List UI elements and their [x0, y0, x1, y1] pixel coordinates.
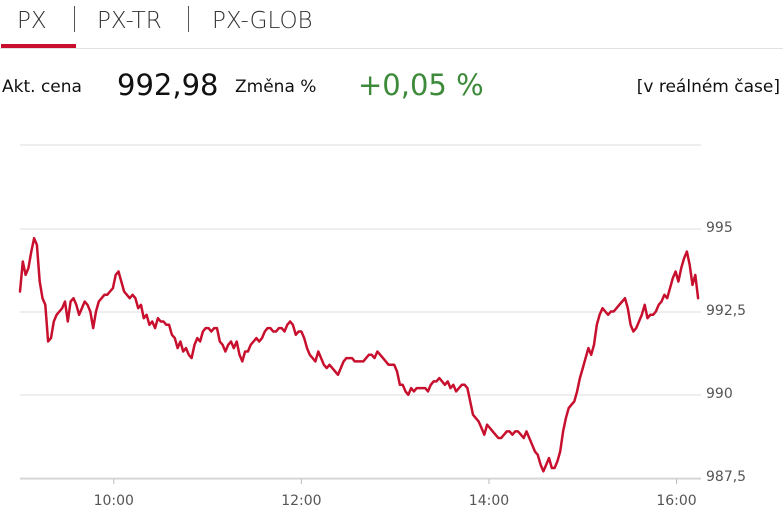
quote-summary: Akt. cena 992,98 Změna % +0,05 % [v reál…: [0, 60, 783, 110]
y-axis-labels: 995 992,5 990 987,5: [706, 220, 746, 485]
y-tick-label: 990: [706, 386, 733, 402]
tab-px-glob[interactable]: PX-GLOB: [212, 8, 313, 34]
price-chart: 995 992,5 990 987,5 10:00 12:00 14:00 16:00: [18, 144, 746, 509]
change-label: Změna %: [235, 77, 317, 97]
price-label: Akt. cena: [2, 77, 82, 97]
x-tick-label: 14:00: [469, 493, 509, 509]
price-series-line: [18, 236, 700, 473]
change-value: +0,05 %: [358, 68, 484, 102]
tab-px[interactable]: PX: [1, 2, 75, 48]
realtime-label: [v reálném čase]: [636, 77, 780, 97]
index-tabs: PX PX-TR PX-GLOB: [0, 0, 783, 49]
y-tick-label: 992,5: [706, 303, 746, 319]
chart-grid: [20, 144, 701, 480]
x-tick-label: 16:00: [656, 493, 696, 509]
x-tick-label: 10:00: [94, 493, 134, 509]
tab-px-tr[interactable]: PX-TR: [97, 8, 162, 34]
tab-separator: [74, 6, 75, 32]
y-tick-label: 995: [706, 220, 733, 236]
y-tick-label: 987,5: [706, 469, 746, 485]
tab-separator: [188, 6, 189, 32]
x-tick-label: 12:00: [281, 493, 321, 509]
x-axis-labels: 10:00 12:00 14:00 16:00: [94, 479, 697, 509]
current-price: 992,98: [117, 68, 219, 102]
